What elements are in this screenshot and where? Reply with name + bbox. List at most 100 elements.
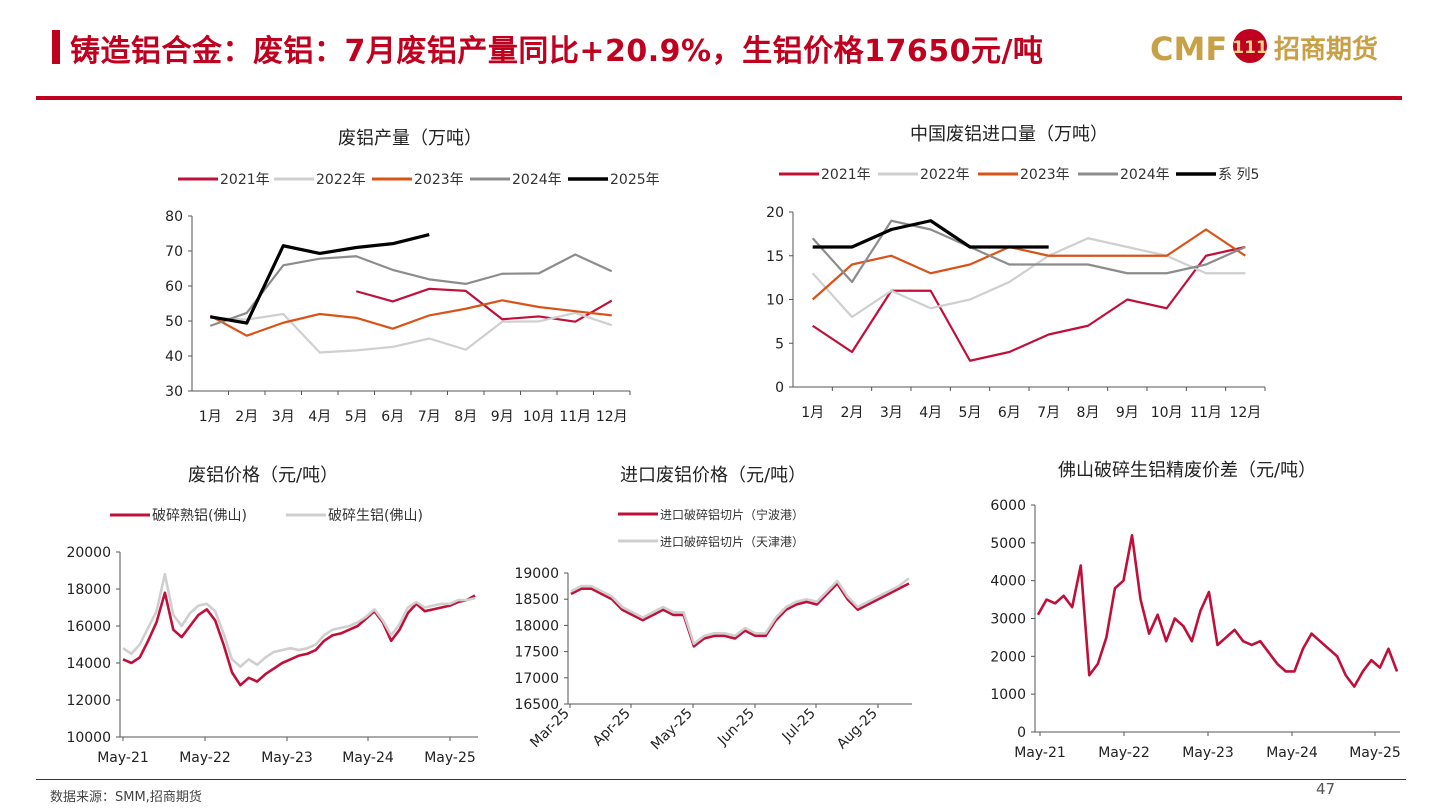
logo-badge-icon	[1233, 29, 1267, 63]
header-divider	[36, 96, 1402, 100]
chart5-ytick-label: 1000	[990, 687, 1026, 703]
chart4-ytick-label: 17500	[514, 645, 559, 661]
page-title: 铸造铝合金：废铝：7月废铝产量同比+20.9%，生铝价格17650元/吨	[70, 34, 1044, 69]
chart5-xtick-label: May-25	[1349, 745, 1401, 761]
chart5-ytick-label: 3000	[990, 612, 1026, 628]
chart3-xtick-label: May-22	[179, 750, 231, 766]
chart1-legend-label-4: 2025年	[610, 172, 660, 188]
chart2-xtick-label: 12月	[1229, 405, 1261, 421]
chart3-xtick-label: May-23	[261, 750, 313, 766]
chart1-xtick-label: 8月	[454, 409, 477, 425]
chart1-xtick-label: 2月	[235, 409, 258, 425]
chart1-ytick-label: 70	[165, 244, 183, 260]
chart3-xtick-label: May-21	[97, 750, 149, 766]
chart3-ytick-label: 14000	[66, 656, 111, 672]
chart1-xtick-label: 5月	[345, 409, 368, 425]
cmf-logo: CMF 111 招商期货	[1150, 29, 1378, 68]
chart1-series-line-2	[209, 299, 612, 337]
chart4-legend-label-1: 进口破碎铝切片（天津港）	[660, 534, 804, 549]
chart1-ytick-label: 40	[165, 349, 183, 365]
chart2-xtick-label: 3月	[880, 405, 903, 421]
chart1-title: 废铝产量（万吨）	[338, 128, 482, 149]
chart1-xtick-label: 6月	[381, 409, 404, 425]
chart1-xtick-label: 12月	[596, 409, 628, 425]
chart2-ytick-label: 10	[766, 293, 784, 309]
chart1-ytick-label: 50	[165, 314, 183, 330]
chart3-series-line-1	[122, 572, 476, 669]
chart2-title: 中国废铝进口量（万吨）	[910, 124, 1108, 145]
chart2-legend-label-3: 2024年	[1120, 167, 1170, 183]
chart4-series-line-0	[570, 582, 910, 648]
chart1-legend-label-2: 2023年	[414, 172, 464, 188]
chart2-legend-label-2: 2023年	[1020, 167, 1070, 183]
chart2-ytick-label: 20	[766, 205, 784, 221]
chart3-ytick-label: 18000	[66, 582, 111, 598]
chart3-series-line-0	[122, 591, 476, 687]
chart2-xtick-label: 2月	[841, 405, 864, 421]
chart3-legend-label-0: 破碎熟铝(佛山)	[152, 508, 247, 524]
chart2-ytick-label: 5	[775, 336, 784, 352]
chart1-ytick-label: 60	[165, 279, 183, 295]
chart2-xtick-label: 11月	[1190, 405, 1222, 421]
chart1-xtick-label: 10月	[523, 409, 555, 425]
chart3-title: 废铝价格（元/吨）	[188, 465, 339, 486]
chart2-xtick-label: 8月	[1077, 405, 1100, 421]
chart2-xtick-label: 7月	[1037, 405, 1060, 421]
title-accent-bar	[52, 30, 60, 64]
chart1-series-line-3	[209, 253, 613, 327]
chart4-legend-label-0: 进口破碎铝切片（宁波港）	[660, 507, 804, 522]
chart1-series-line-1	[210, 311, 613, 354]
chart2-ytick-label: 0	[775, 380, 784, 396]
chart2-xtick-label: 4月	[919, 405, 942, 421]
chart1-legend-label-1: 2022年	[316, 172, 366, 188]
chart3-ytick-label: 12000	[66, 693, 111, 709]
chart2-xtick-label: 5月	[959, 405, 982, 421]
chart2-xtick-label: 9月	[1116, 405, 1139, 421]
chart4-ytick-label: 16500	[514, 697, 559, 713]
chart5-xtick-label: May-21	[1014, 745, 1066, 761]
chart2-xtick-label: 10月	[1151, 405, 1183, 421]
footer-divider	[36, 779, 1406, 780]
chart3-ytick-label: 20000	[66, 545, 111, 561]
chart1-xtick-label: 4月	[308, 409, 331, 425]
logo-badge-text: 111	[1232, 38, 1268, 58]
chart5-xtick-label: May-22	[1098, 745, 1150, 761]
chart4-title: 进口废铝价格（元/吨）	[620, 465, 807, 486]
chart2-series-line-0	[812, 245, 1246, 362]
chart4-series-line-1	[570, 577, 910, 646]
chart1-xtick-label: 7月	[418, 409, 441, 425]
chart5-ytick-label: 6000	[990, 498, 1026, 514]
chart3-ytick-label: 10000	[66, 730, 111, 746]
chart1-legend-label-0: 2021年	[220, 172, 270, 188]
chart1-xtick-label: 9月	[491, 409, 514, 425]
chart1-ytick-label: 30	[165, 384, 183, 400]
chart4-ytick-label: 18500	[514, 592, 559, 608]
chart2-legend-label-4: 系 列5	[1218, 167, 1259, 183]
chart2-ytick-label: 15	[766, 249, 784, 265]
chart1-xtick-label: 3月	[272, 409, 295, 425]
chart1-ytick-label: 80	[165, 209, 183, 225]
chart1-series-line-4	[209, 232, 430, 325]
chart2-series-line-4	[812, 219, 1049, 249]
chart2-legend-label-1: 2022年	[920, 167, 970, 183]
chart1-legend-label-3: 2024年	[512, 172, 562, 188]
chart2-series-line-1	[811, 237, 1246, 319]
chart2-legend-label-0: 2021年	[821, 167, 871, 183]
logo-cmf-text: CMF	[1150, 30, 1227, 68]
chart5-series-line-0	[1036, 533, 1399, 688]
page-number: 47	[1316, 780, 1336, 798]
chart1-xtick-label: 11月	[559, 409, 591, 425]
chart5-ytick-label: 5000	[990, 536, 1026, 552]
chart5-ytick-label: 4000	[990, 574, 1026, 590]
chart5-ytick-label: 2000	[990, 649, 1026, 665]
chart4-ytick-label: 18000	[514, 618, 559, 634]
chart3-ytick-label: 16000	[66, 619, 111, 635]
chart4-ytick-label: 19000	[514, 566, 559, 582]
chart5-ytick-label: 0	[1017, 725, 1026, 741]
chart5-xtick-label: May-24	[1266, 745, 1318, 761]
